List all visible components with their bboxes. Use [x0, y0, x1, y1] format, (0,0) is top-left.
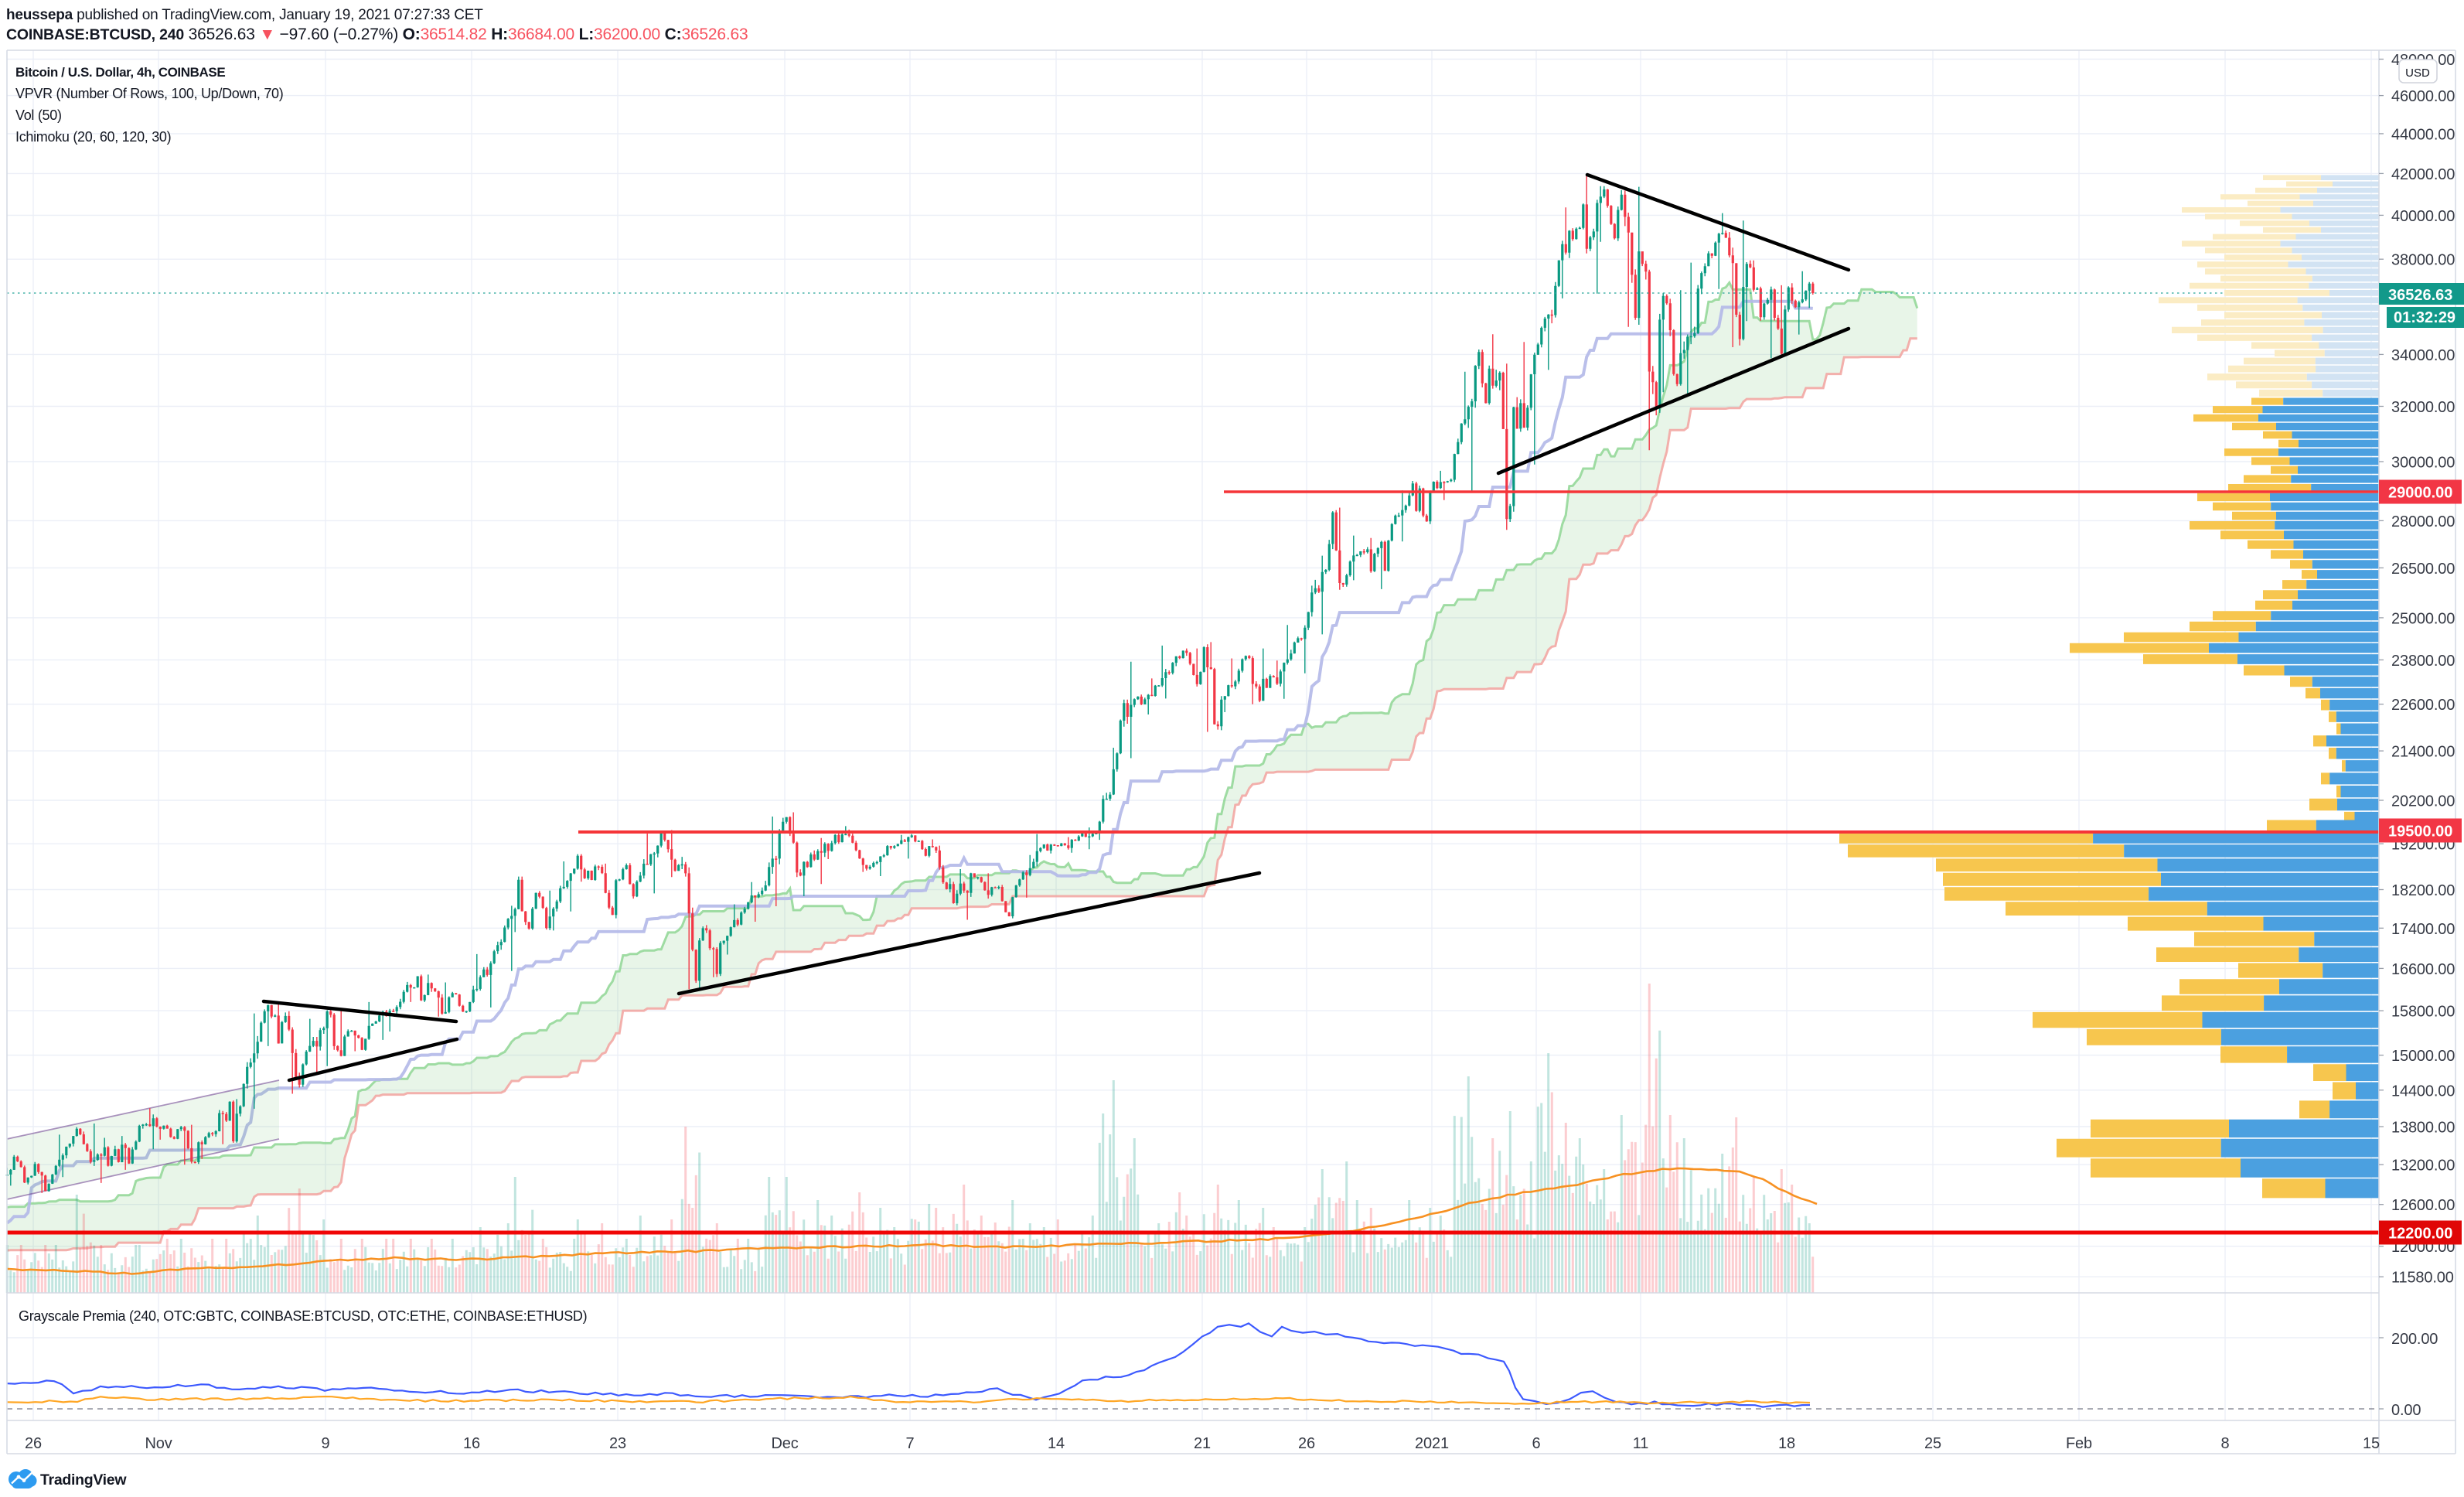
- svg-text:46000.00: 46000.00: [2391, 88, 2455, 105]
- svg-text:18200.00: 18200.00: [2391, 882, 2455, 899]
- svg-text:6: 6: [1532, 1435, 1541, 1452]
- svg-text:VPVR (Number Of Rows, 100, Up/: VPVR (Number Of Rows, 100, Up/Down, 70): [15, 86, 283, 101]
- svg-text:40000.00: 40000.00: [2391, 208, 2455, 225]
- svg-text:26: 26: [25, 1435, 42, 1452]
- svg-text:Nov: Nov: [145, 1435, 172, 1452]
- svg-text:13200.00: 13200.00: [2391, 1158, 2455, 1175]
- svg-text:01:32:29: 01:32:29: [2394, 309, 2455, 326]
- svg-text:16: 16: [463, 1435, 480, 1452]
- svg-text:25000.00: 25000.00: [2391, 610, 2455, 627]
- svg-text:23: 23: [609, 1435, 626, 1452]
- svg-text:36526.63: 36526.63: [2388, 287, 2452, 304]
- svg-text:12200.00: 12200.00: [2388, 1226, 2452, 1243]
- svg-text:21400.00: 21400.00: [2391, 744, 2455, 761]
- svg-text:25: 25: [1924, 1435, 1941, 1452]
- svg-text:Bitcoin / U.S. Dollar, 4h, COI: Bitcoin / U.S. Dollar, 4h, COINBASE: [15, 65, 225, 80]
- svg-text:32000.00: 32000.00: [2391, 399, 2455, 416]
- svg-text:15000.00: 15000.00: [2391, 1048, 2455, 1065]
- svg-text:14: 14: [1048, 1435, 1065, 1452]
- svg-text:20200.00: 20200.00: [2391, 793, 2455, 810]
- svg-text:42000.00: 42000.00: [2391, 166, 2455, 183]
- svg-text:17400.00: 17400.00: [2391, 921, 2455, 938]
- svg-text:8: 8: [2221, 1435, 2230, 1452]
- svg-text:15: 15: [2363, 1435, 2380, 1452]
- svg-text:Dec: Dec: [771, 1435, 798, 1452]
- svg-text:0.00: 0.00: [2391, 1402, 2421, 1419]
- svg-text:Ichimoku (20, 60, 120, 30): Ichimoku (20, 60, 120, 30): [15, 129, 171, 145]
- svg-text:29000.00: 29000.00: [2388, 485, 2452, 502]
- svg-text:38000.00: 38000.00: [2391, 252, 2455, 269]
- svg-text:heussepa published on TradingV: heussepa published on TradingView.com, J…: [6, 7, 483, 23]
- svg-text:TradingView: TradingView: [40, 1471, 127, 1488]
- svg-text:26: 26: [1298, 1435, 1315, 1452]
- svg-text:21: 21: [1194, 1435, 1211, 1452]
- svg-text:19500.00: 19500.00: [2388, 824, 2452, 841]
- svg-text:34000.00: 34000.00: [2391, 347, 2455, 364]
- svg-text:14400.00: 14400.00: [2391, 1083, 2455, 1100]
- svg-text:Grayscale Premia (240, OTC:GBT: Grayscale Premia (240, OTC:GBTC, COINBAS…: [19, 1308, 587, 1324]
- svg-text:18: 18: [1778, 1435, 1795, 1452]
- svg-text:11580.00: 11580.00: [2391, 1270, 2454, 1287]
- svg-text:22600.00: 22600.00: [2391, 697, 2455, 714]
- svg-text:Vol (50): Vol (50): [15, 107, 62, 123]
- svg-text:26500.00: 26500.00: [2391, 561, 2455, 578]
- svg-text:13800.00: 13800.00: [2391, 1120, 2455, 1137]
- svg-text:USD: USD: [2405, 66, 2430, 80]
- svg-text:Feb: Feb: [2066, 1435, 2092, 1452]
- svg-text:COINBASE:BTCUSD, 240 36526.63: COINBASE:BTCUSD, 240 36526.63 ▼ −97.60 (…: [6, 26, 748, 43]
- svg-text:44000.00: 44000.00: [2391, 126, 2455, 143]
- svg-text:7: 7: [906, 1435, 915, 1452]
- svg-text:11: 11: [1633, 1435, 1648, 1452]
- svg-text:12600.00: 12600.00: [2391, 1197, 2455, 1214]
- svg-text:200.00: 200.00: [2391, 1331, 2438, 1348]
- svg-text:30000.00: 30000.00: [2391, 455, 2455, 472]
- svg-text:9: 9: [322, 1435, 330, 1452]
- svg-text:2021: 2021: [1415, 1435, 1449, 1452]
- svg-text:28000.00: 28000.00: [2391, 513, 2455, 530]
- svg-text:16600.00: 16600.00: [2391, 961, 2455, 978]
- svg-text:15800.00: 15800.00: [2391, 1004, 2455, 1021]
- svg-text:23800.00: 23800.00: [2391, 653, 2455, 670]
